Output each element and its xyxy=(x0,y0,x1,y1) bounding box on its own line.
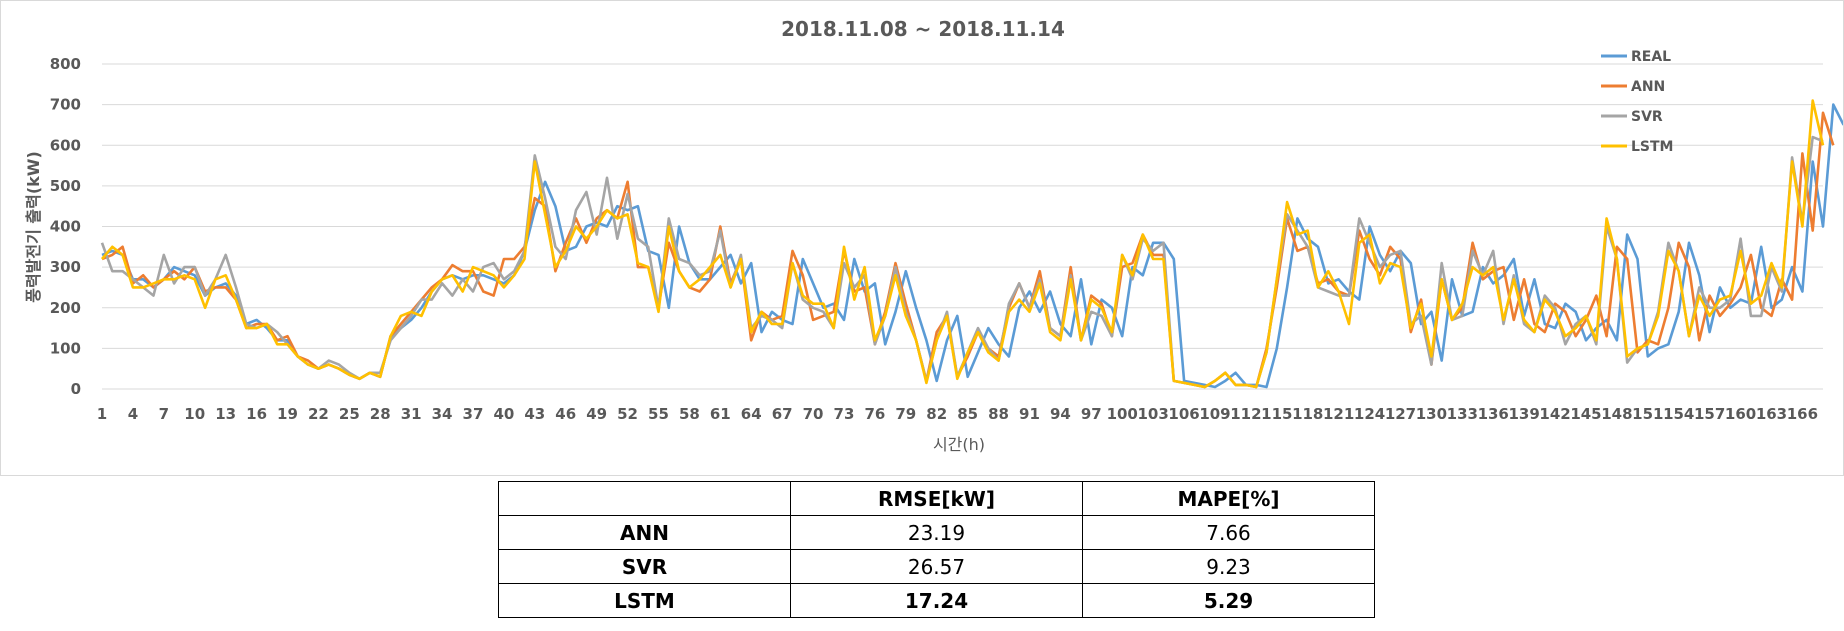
x-tick-label: 82 xyxy=(926,405,947,423)
x-tick-label: 16 xyxy=(246,405,267,423)
mape-cell: 9.23 xyxy=(1082,549,1375,584)
x-tick-label: 136 xyxy=(1478,405,1509,423)
x-tick-label: 160 xyxy=(1725,405,1756,423)
x-tick-label: 154 xyxy=(1663,405,1694,423)
results-table: RMSE[kW] MAPE[%] ANN 23.19 7.66 SVR 26.5… xyxy=(498,481,1375,618)
x-tick-label: 79 xyxy=(895,405,916,423)
x-tick-label: 43 xyxy=(524,405,545,423)
y-tick-label: 0 xyxy=(71,380,81,398)
table-row-label: SVR xyxy=(498,549,791,584)
table-row-label: LSTM xyxy=(498,583,791,618)
x-tick-label: 13 xyxy=(215,405,236,423)
legend-label-ann: ANN xyxy=(1631,79,1665,95)
x-tick-label: 10 xyxy=(184,405,205,423)
x-tick-label: 34 xyxy=(432,405,453,423)
line-chart: 2018.11.08 ~ 2018.11.14 0 100 200 300 400 500… xyxy=(24,17,1843,454)
mape-cell: 5.29 xyxy=(1082,583,1375,618)
x-tick-label: 28 xyxy=(370,405,391,423)
x-tick-label: 85 xyxy=(957,405,978,423)
x-tick-label: 97 xyxy=(1081,405,1102,423)
x-tick-label: 142 xyxy=(1539,405,1570,423)
x-tick-label: 130 xyxy=(1416,405,1447,423)
x-tick-label: 91 xyxy=(1019,405,1040,423)
x-tick-label: 55 xyxy=(648,405,669,423)
mape-cell: 7.66 xyxy=(1082,515,1375,550)
x-tick-label: 100 xyxy=(1107,405,1138,423)
x-tick-label: 7 xyxy=(159,405,169,423)
x-axis-label: 시간(h) xyxy=(933,435,985,454)
x-tick-label: 61 xyxy=(710,405,731,423)
x-tick-label: 163 xyxy=(1756,405,1787,423)
x-tick-label: 52 xyxy=(617,405,638,423)
x-tick-label: 31 xyxy=(401,405,422,423)
series-line-ann xyxy=(101,111,1835,389)
x-tick-label: 109 xyxy=(1199,405,1230,423)
y-axis-label: 풍력발전기 출력(kW) xyxy=(24,151,43,303)
x-tick-label: 151 xyxy=(1632,405,1663,423)
x-tick-label: 76 xyxy=(864,405,885,423)
legend-label-lstm: LSTM xyxy=(1631,139,1674,155)
x-tick-label: 58 xyxy=(679,405,700,423)
x-tick-label: 88 xyxy=(988,405,1009,423)
chart-frame: 2018.11.08 ~ 2018.11.14 0 100 200 300 400 500… xyxy=(0,0,1844,476)
y-tick-label: 400 xyxy=(50,218,81,236)
x-tick-label: 121 xyxy=(1323,405,1354,423)
x-tick-label: 37 xyxy=(463,405,484,423)
table-header-cell: RMSE[kW] xyxy=(790,481,1083,516)
y-tick-label: 500 xyxy=(50,177,81,195)
rmse-cell: 17.24 xyxy=(790,583,1083,618)
legend-label-real: REAL xyxy=(1631,49,1671,65)
series-lines xyxy=(100,99,1843,389)
x-tick-label: 40 xyxy=(493,405,514,423)
x-tick-label: 106 xyxy=(1168,405,1199,423)
table-row: ANN 23.19 7.66 xyxy=(498,515,1375,550)
x-tick-label: 166 xyxy=(1787,405,1818,423)
rmse-cell: 26.57 xyxy=(790,549,1083,584)
table-row: LSTM 17.24 5.29 xyxy=(498,583,1375,618)
x-tick-label: 139 xyxy=(1508,405,1539,423)
x-tick-label: 124 xyxy=(1354,405,1385,423)
legend: REAL ANN SVR LSTM xyxy=(1601,49,1674,155)
x-tick-label: 49 xyxy=(586,405,607,423)
x-tick-label: 127 xyxy=(1385,405,1416,423)
x-tick-label: 46 xyxy=(555,405,576,423)
x-tick-label: 103 xyxy=(1137,405,1168,423)
x-tick-label: 145 xyxy=(1570,405,1601,423)
chart-title: 2018.11.08 ~ 2018.11.14 xyxy=(781,17,1065,41)
legend-label-svr: SVR xyxy=(1631,109,1663,125)
x-tick-label: 70 xyxy=(803,405,824,423)
x-tick-label: 4 xyxy=(128,405,138,423)
x-tick-label: 1 xyxy=(97,405,107,423)
x-tick-label: 157 xyxy=(1694,405,1725,423)
y-tick-label: 600 xyxy=(50,136,81,154)
y-tick-labels: 0 100 200 300 400 500 600 700 800 xyxy=(50,55,81,398)
y-tick-label: 100 xyxy=(50,339,81,357)
x-tick-label: 133 xyxy=(1447,405,1478,423)
table-row: SVR 26.57 9.23 xyxy=(498,549,1375,584)
x-tick-label: 64 xyxy=(741,405,762,423)
x-tick-label: 118 xyxy=(1292,405,1323,423)
rmse-cell: 23.19 xyxy=(790,515,1083,550)
y-tick-label: 800 xyxy=(50,55,81,73)
table-row-label: ANN xyxy=(498,515,791,550)
x-tick-label: 67 xyxy=(772,405,793,423)
x-tick-label: 73 xyxy=(834,405,855,423)
table-header-row: RMSE[kW] MAPE[%] xyxy=(498,481,1375,516)
x-tick-label: 22 xyxy=(308,405,329,423)
x-tick-label: 94 xyxy=(1050,405,1071,423)
series-line-lstm xyxy=(101,99,1825,389)
y-tick-label: 200 xyxy=(50,299,81,317)
table-header-cell xyxy=(498,481,791,516)
x-tick-label: 25 xyxy=(339,405,360,423)
x-tick-label: 112 xyxy=(1230,405,1261,423)
x-tick-labels: 1 4 7 10 13 16 19 22 25 28 31 34 37 40 43 46 49 52 55 58 61 6… xyxy=(97,405,1818,423)
y-tick-label: 300 xyxy=(50,258,81,276)
x-tick-label: 115 xyxy=(1261,405,1292,423)
x-tick-label: 148 xyxy=(1601,405,1632,423)
table-header-cell: MAPE[%] xyxy=(1082,481,1375,516)
x-tick-label: 19 xyxy=(277,405,298,423)
y-tick-label: 700 xyxy=(50,96,81,114)
